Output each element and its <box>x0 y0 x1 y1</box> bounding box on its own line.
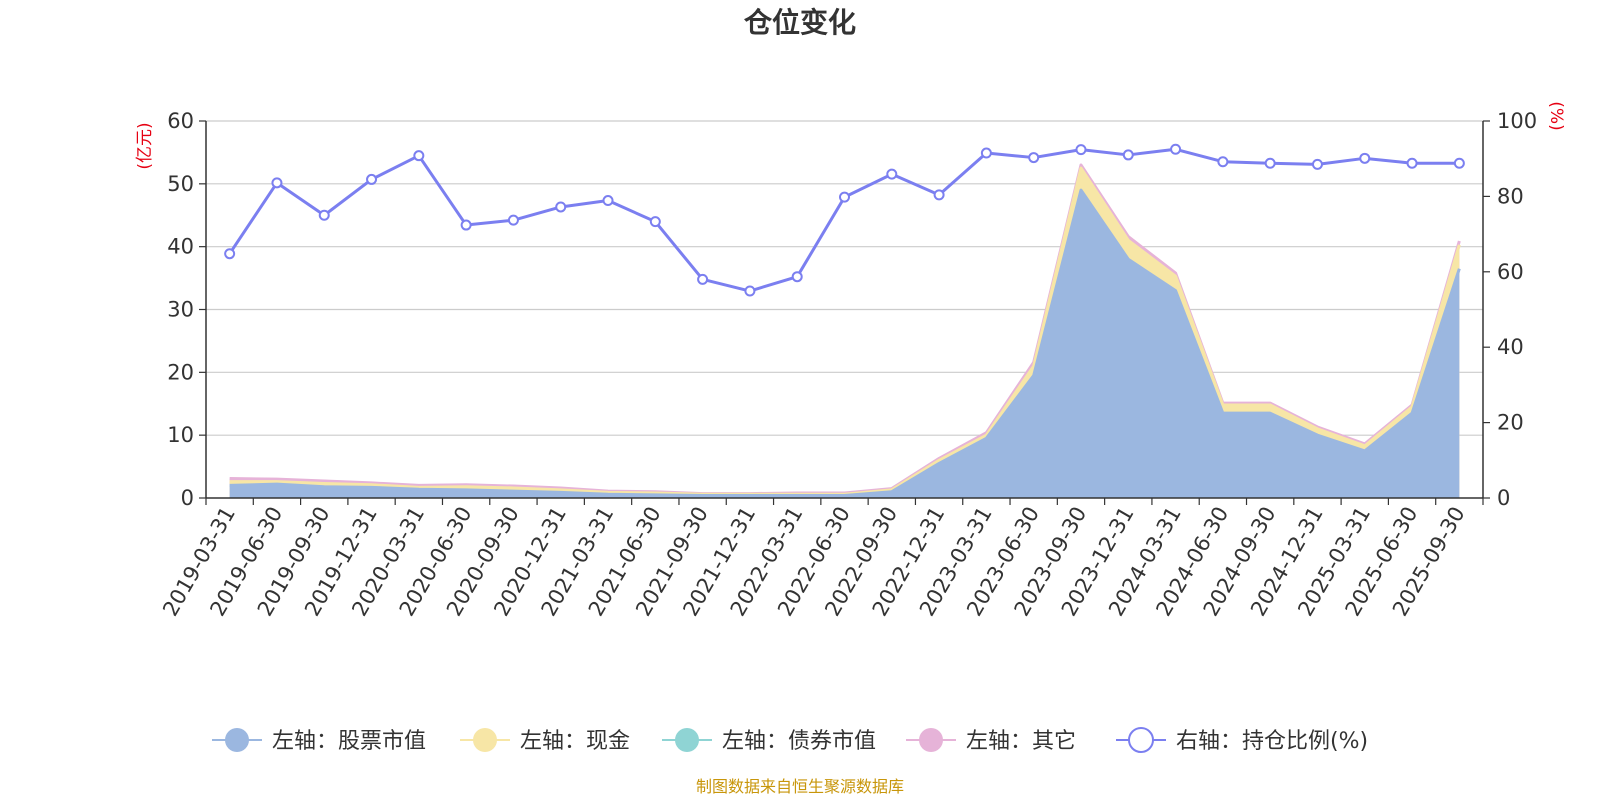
ratio-point[interactable] <box>1406 157 1418 169</box>
left-axis-unit: (亿元) <box>135 122 155 169</box>
ratio-point[interactable] <box>839 191 850 203</box>
legend-marker-icon <box>225 728 249 752</box>
ratio-point[interactable] <box>1359 152 1371 164</box>
ratio-point[interactable] <box>271 177 283 189</box>
ratio-point[interactable] <box>1170 143 1182 155</box>
left-tick-label: 40 <box>167 235 194 259</box>
ratio-point[interactable] <box>1311 158 1323 170</box>
chart-title: 仓位变化 <box>744 6 856 39</box>
left-tick-label: 0 <box>181 486 194 510</box>
left-tick-label: 60 <box>167 109 194 133</box>
right-tick-label: 80 <box>1497 184 1524 208</box>
ratio-point[interactable] <box>697 273 709 285</box>
ratio-point[interactable] <box>886 168 898 180</box>
legend-label: 左轴：其它 <box>966 729 1076 754</box>
ratio-point[interactable] <box>1217 156 1229 168</box>
legend-item[interactable]: 左轴：债券市值 <box>662 728 876 754</box>
ratio-point[interactable] <box>224 248 236 260</box>
ratio-point[interactable] <box>744 285 756 297</box>
right-tick-label: 60 <box>1497 260 1524 284</box>
ratio-point[interactable] <box>791 271 803 283</box>
ratio-point[interactable] <box>933 189 945 201</box>
legend-label: 右轴：持仓比例(%) <box>1176 729 1368 754</box>
ratio-point[interactable] <box>1264 157 1276 169</box>
ratio-point[interactable] <box>555 201 567 213</box>
legend-item[interactable]: 左轴：其它 <box>906 728 1076 754</box>
legend-label: 左轴：现金 <box>520 729 630 754</box>
legend-item[interactable]: 右轴：持仓比例(%) <box>1116 727 1368 754</box>
legend-label: 左轴：股票市值 <box>272 729 426 754</box>
legend-marker-icon <box>1128 727 1154 753</box>
legend[interactable]: 左轴：股票市值 左轴：现金 左轴：债券市值 左轴：其它 右轴：持仓比例(%) <box>212 727 1368 754</box>
ratio-point[interactable] <box>1028 152 1040 164</box>
ratio-point[interactable] <box>460 219 472 231</box>
right-axis-unit: (%) <box>1546 101 1566 130</box>
ratio-point[interactable] <box>1453 157 1465 169</box>
area-series <box>229 163 1461 498</box>
legend-marker-icon <box>473 728 497 752</box>
ratio-point[interactable] <box>318 209 330 221</box>
right-tick-label: 20 <box>1497 411 1524 435</box>
ratio-line-series <box>224 143 1465 297</box>
right-tick-label: 40 <box>1497 335 1524 359</box>
legend-marker-icon <box>675 728 699 752</box>
left-tick-label: 20 <box>167 360 194 384</box>
ratio-point[interactable] <box>366 173 378 185</box>
legend-item[interactable]: 左轴：股票市值 <box>212 728 426 754</box>
ratio-point[interactable] <box>413 150 425 162</box>
ratio-point[interactable] <box>980 147 992 159</box>
legend-label: 左轴：债券市值 <box>722 729 876 754</box>
ratio-line <box>228 147 1460 293</box>
area-edge-0 <box>229 188 1461 497</box>
area-0 <box>229 190 1460 498</box>
right-tick-label: 100 <box>1497 109 1537 133</box>
left-tick-label: 50 <box>167 172 194 196</box>
grid-lines <box>206 120 1483 436</box>
legend-marker-icon <box>919 728 943 752</box>
ratio-point[interactable] <box>507 214 519 226</box>
left-tick-label: 10 <box>167 423 194 447</box>
ratio-point[interactable] <box>1075 144 1087 156</box>
ratio-point[interactable] <box>602 195 614 207</box>
left-tick-label: 30 <box>167 298 194 322</box>
ratio-point[interactable] <box>649 216 661 228</box>
right-tick-label: 0 <box>1497 486 1510 510</box>
ratio-point[interactable] <box>1122 149 1134 161</box>
data-source-note: 制图数据来自恒生聚源数据库 <box>696 777 904 796</box>
legend-item[interactable]: 左轴：现金 <box>460 728 630 754</box>
